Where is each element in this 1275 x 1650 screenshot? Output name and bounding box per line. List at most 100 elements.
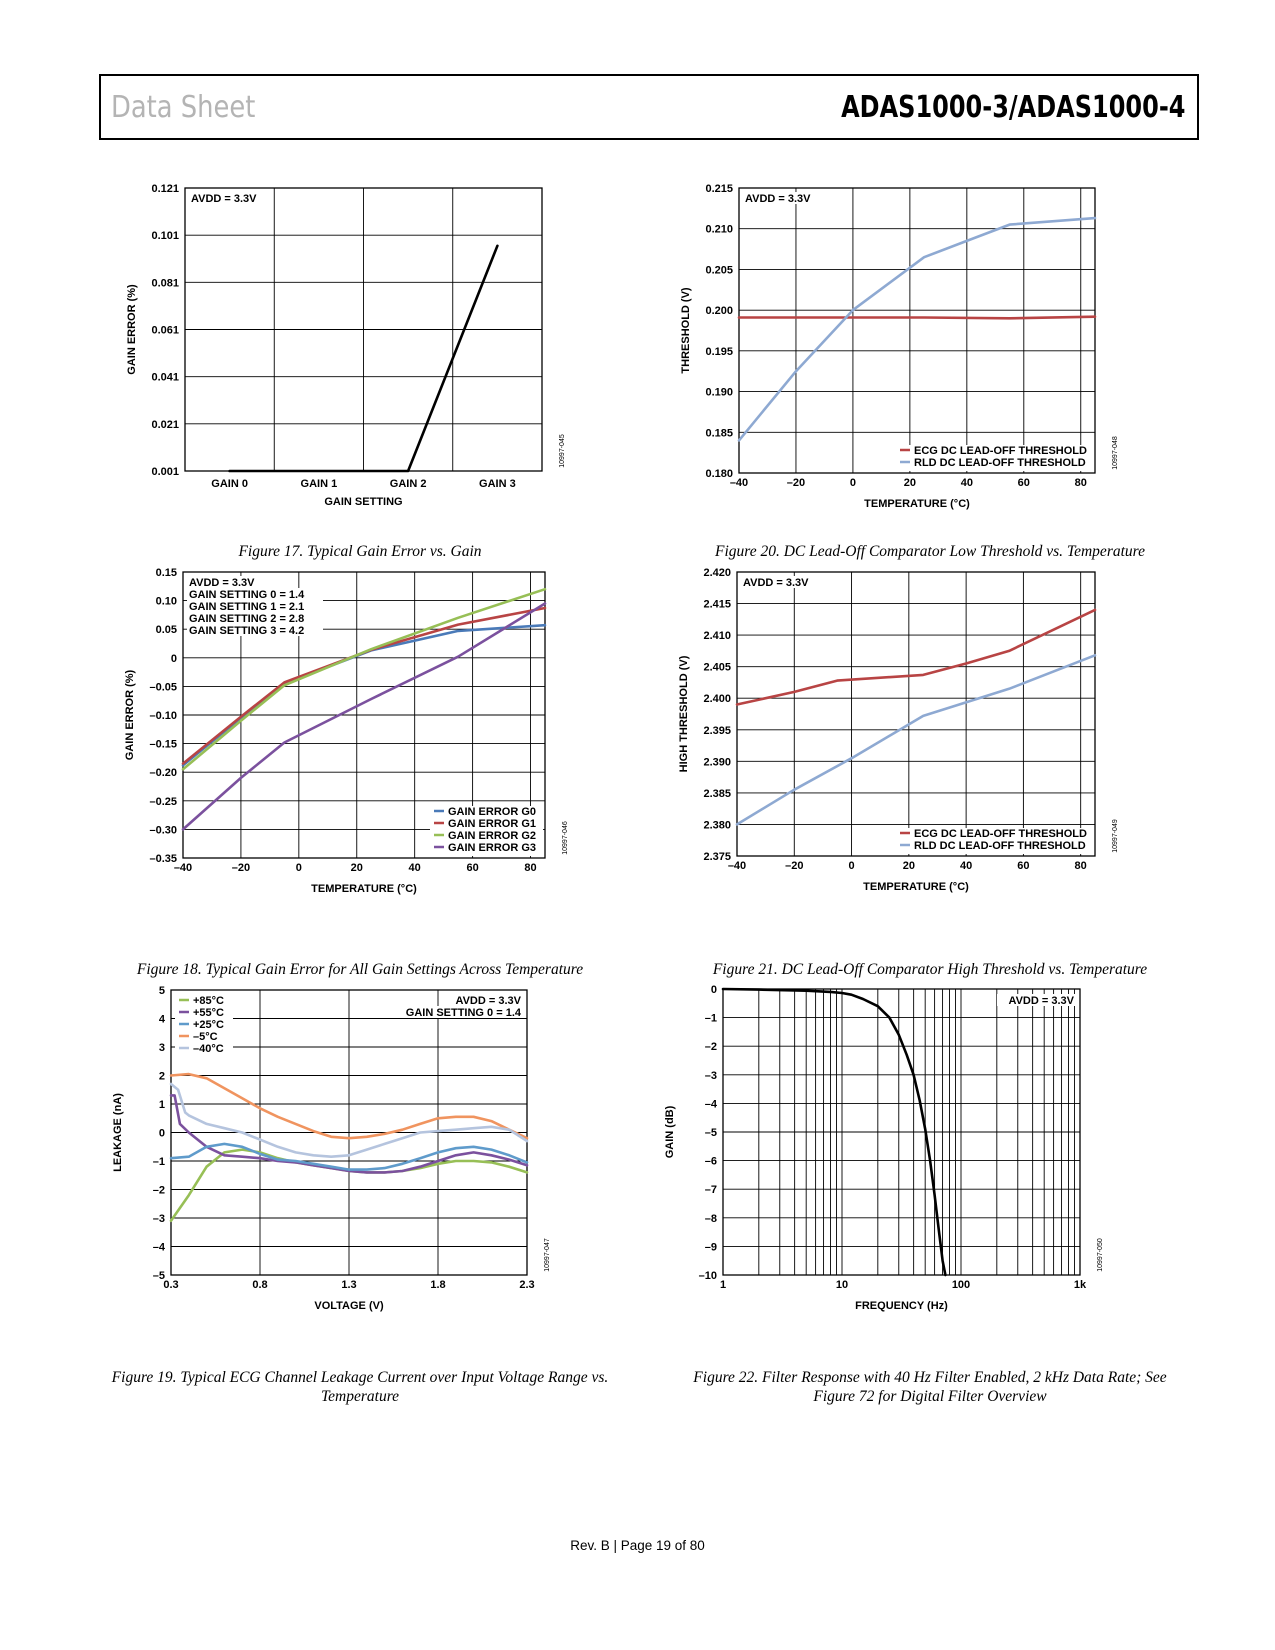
annotation-bg xyxy=(743,192,818,204)
annotation-bg xyxy=(187,612,323,624)
y-tick-label: 5 xyxy=(159,985,165,997)
grid xyxy=(739,187,1095,474)
y-tick-label: –1 xyxy=(153,1156,165,1168)
legend-label: ECG DC LEAD-OFF THRESHOLD xyxy=(914,445,1087,457)
figure-18-caption: Figure 18. Typical Gain Error for All Ga… xyxy=(136,961,584,978)
figure-code: 10997-047 xyxy=(544,1238,551,1272)
y-tick-label: 0.195 xyxy=(705,346,733,358)
y-tick-label: 0.101 xyxy=(151,230,179,242)
annotation-bg xyxy=(381,1006,525,1018)
x-tick-label: 60 xyxy=(466,862,478,874)
y-tick-label: 0.061 xyxy=(151,325,179,337)
x-tick-label: 40 xyxy=(960,860,972,872)
y-tick-label: 0.185 xyxy=(705,427,733,439)
header-left-title: Data Sheet xyxy=(111,90,256,125)
grid xyxy=(185,187,542,472)
y-tick-label: –6 xyxy=(705,1156,717,1168)
legend-bg xyxy=(430,806,543,856)
x-tick-label: –40 xyxy=(728,860,746,872)
plot-frame xyxy=(738,187,1096,474)
page-footer: Rev. B | Page 19 of 80 xyxy=(570,1538,705,1553)
y-tick-label: 0.215 xyxy=(705,183,733,195)
series-line-rld-dc-lead-off-threshold xyxy=(735,654,1097,826)
grid xyxy=(723,988,1080,1276)
y-tick-label: 2.380 xyxy=(703,819,731,831)
y-tick-label: 0.05 xyxy=(156,624,177,636)
legend-label: GAIN ERROR G3 xyxy=(448,842,536,854)
y-tick-label: 0.15 xyxy=(156,567,177,579)
y-tick-label: –3 xyxy=(705,1070,717,1082)
x-tick-label: 60 xyxy=(1018,477,1030,489)
y-axis-title: THRESHOLD (V) xyxy=(680,287,692,374)
figure-20: 0.180 0.185 0.190 0.195 0.200 0.205 0.210 0.215… xyxy=(680,180,1170,550)
page-header: Data Sheet ADAS1000-3/ADAS1000-4 xyxy=(99,74,1199,140)
y-tick-label: –3 xyxy=(153,1213,165,1225)
x-tick-label: 60 xyxy=(1017,860,1029,872)
y-axis-title: LEAKAGE (nA) xyxy=(112,1093,124,1172)
x-tick-label: GAIN 2 xyxy=(390,478,427,490)
y-tick-label: 2.400 xyxy=(703,693,731,705)
legend-label: +25°C xyxy=(193,1019,224,1031)
y-tick-label: 0.121 xyxy=(151,183,179,195)
annotation-text: GAIN SETTING 1 = 2.1 xyxy=(189,601,304,613)
annotation-text: AVDD = 3.3V xyxy=(455,995,521,1007)
x-tick-label: 100 xyxy=(952,1279,970,1291)
y-tick-label: 2 xyxy=(159,1071,165,1083)
x-tick-label: 80 xyxy=(1075,860,1087,872)
annotation-bg xyxy=(187,600,323,612)
y-tick-label: 0.10 xyxy=(156,596,177,608)
series-line--25-c xyxy=(169,1142,529,1171)
x-axis-title: FREQUENCY (Hz) xyxy=(855,1300,948,1312)
chart-gain-error-vs-gain: 0.001 0.021 0.041 0.061 0.081 0.101 0.121 GAIN … xyxy=(126,183,566,508)
y-tick-label: 2.420 xyxy=(703,567,731,579)
annotation-bg xyxy=(741,576,816,588)
y-tick-label: –5 xyxy=(705,1127,717,1139)
y-axis-title: HIGH THRESHOLD (V) xyxy=(678,655,690,772)
y-axis-title: GAIN ERROR (%) xyxy=(124,669,136,760)
y-tick-label: 0.210 xyxy=(705,224,733,236)
chart-filter-response: –10–9–8–7–6–5–4–3–2–101 10 100 1kFREQUENCY … xyxy=(664,984,1104,1312)
figure-21-caption: Figure 21. DC Lead-Off Comparator High T… xyxy=(712,961,1148,978)
plot-frame xyxy=(722,988,1081,1276)
y-axis-title: GAIN (dB) xyxy=(664,1105,676,1158)
chart-gain-error-vs-temperature: –0.35 –0.30 –0.25 –0.20 –0.15 –0.10 –0.05 0 0.05… xyxy=(124,567,569,895)
annotation-text: AVDD = 3.3V xyxy=(189,577,255,589)
header-right-title: ADAS1000-3/ADAS1000-4 xyxy=(840,90,1185,125)
annotation-text: AVDD = 3.3V xyxy=(743,577,809,589)
series-line--55-c xyxy=(169,1094,529,1174)
grid xyxy=(737,571,1095,857)
series-line-ecg-dc-lead-off-threshold xyxy=(737,315,1097,320)
y-tick-label: 2.385 xyxy=(703,788,731,800)
y-tick-label: 2.415 xyxy=(703,599,731,611)
x-tick-label: GAIN 1 xyxy=(301,478,338,490)
y-tick-label: 4 xyxy=(159,1014,166,1026)
x-tick-label: 0 xyxy=(850,477,856,489)
legend-label: +55°C xyxy=(193,1007,224,1019)
y-tick-label: 2.410 xyxy=(703,630,731,642)
annotation-text: AVDD = 3.3V xyxy=(1008,995,1074,1007)
x-axis-title: TEMPERATURE (°C) xyxy=(863,881,969,893)
x-tick-label: 10 xyxy=(836,1279,848,1291)
x-tick-label: –40 xyxy=(174,862,192,874)
x-tick-label: –40 xyxy=(730,477,748,489)
y-tick-label: 0.021 xyxy=(151,419,179,431)
y-tick-label: –9 xyxy=(705,1241,717,1253)
series-line-gain-error-g3 xyxy=(181,602,547,831)
series-line-0 xyxy=(228,244,499,473)
annotation-text: AVDD = 3.3V xyxy=(745,193,811,205)
legend-bg xyxy=(896,445,1093,471)
figure-22-caption: Figure 22. Filter Response with 40 Hz Fi… xyxy=(693,1369,1167,1405)
figure-code: 10997-046 xyxy=(562,821,569,855)
y-tick-label: 2.405 xyxy=(703,662,731,674)
y-tick-label: 0.041 xyxy=(151,372,179,384)
y-tick-label: –0.25 xyxy=(149,796,177,808)
y-tick-label: –7 xyxy=(705,1184,717,1196)
y-tick-label: –0.20 xyxy=(149,767,177,779)
legend-bg xyxy=(896,828,1093,854)
y-tick-label: –2 xyxy=(705,1041,717,1053)
legend-label: –5°C xyxy=(193,1031,218,1043)
x-axis-title: TEMPERATURE (°C) xyxy=(864,498,970,510)
series-line-ecg-dc-lead-off-threshold xyxy=(735,608,1097,706)
legend-label: ECG DC LEAD-OFF THRESHOLD xyxy=(914,828,1087,840)
